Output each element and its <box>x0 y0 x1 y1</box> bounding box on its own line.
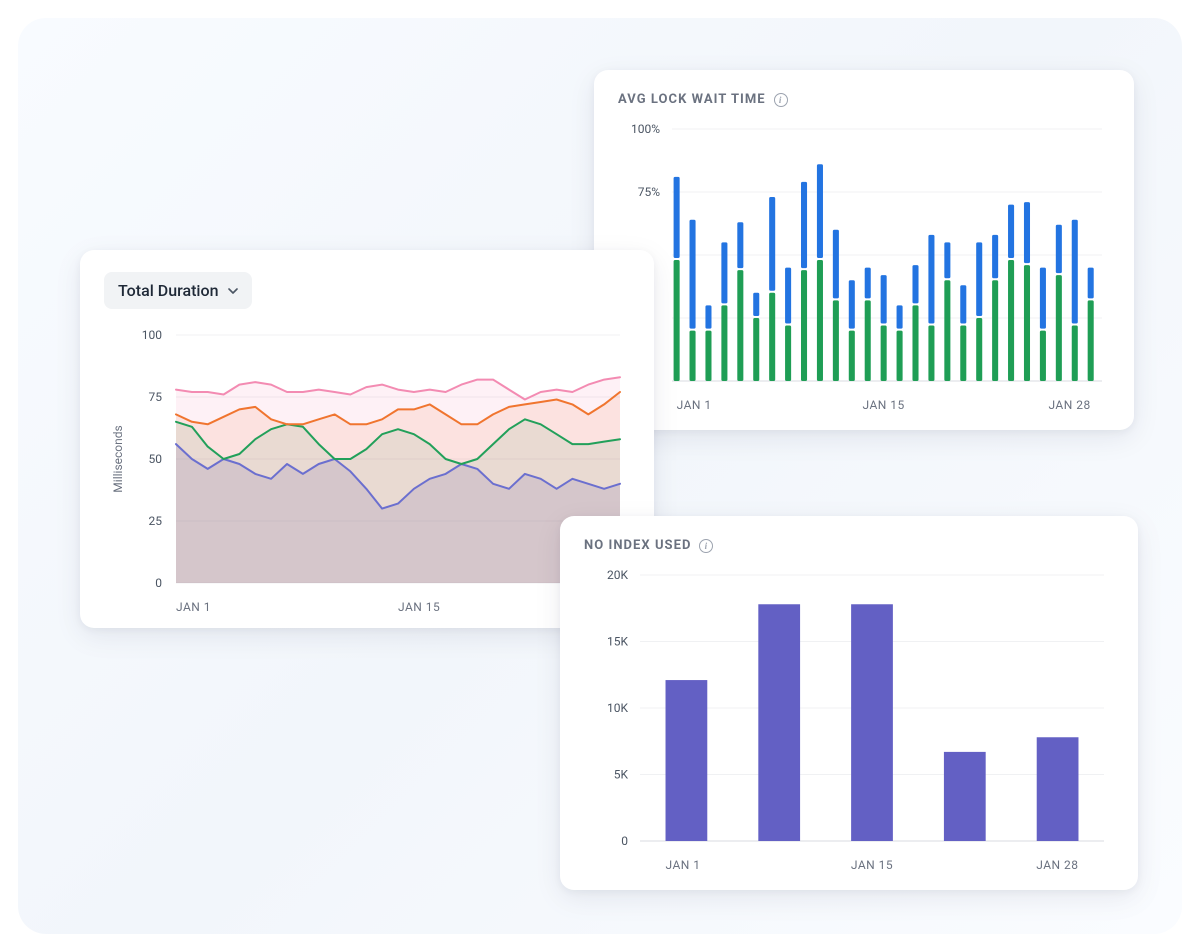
index-card: NO INDEX USED i 0 5K 10K 15K 20K JAN 1 JAN 15 J… <box>560 516 1138 890</box>
svg-text:25: 25 <box>149 514 163 528</box>
svg-text:100: 100 <box>142 328 162 342</box>
svg-text:JAN 28: JAN 28 <box>1036 858 1078 872</box>
info-icon[interactable]: i <box>774 93 788 107</box>
svg-text:JAN 1: JAN 1 <box>677 398 712 412</box>
index-chart: 0 5K 10K 15K 20K JAN 1 JAN 15 JAN 28 <box>584 567 1114 881</box>
lock-wait-title: AVG LOCK WAIT TIME i <box>618 92 1110 107</box>
dashboard-canvas: AVG LOCK WAIT TIME i 75% 100% JAN 1 JAN 15 J… <box>18 18 1182 934</box>
svg-text:50: 50 <box>149 452 163 466</box>
duration-chart: 0 25 50 75 100 Milliseconds JAN 1 JAN 15 <box>104 327 630 625</box>
svg-text:JAN 15: JAN 15 <box>851 858 893 872</box>
svg-text:75%: 75% <box>638 185 660 199</box>
svg-text:JAN 1: JAN 1 <box>666 858 701 872</box>
svg-text:10K: 10K <box>607 701 628 715</box>
svg-text:JAN 15: JAN 15 <box>398 600 440 614</box>
lock-wait-chart: 75% 100% JAN 1 JAN 15 JAN 28 <box>618 121 1110 421</box>
index-title: NO INDEX USED i <box>584 538 1114 553</box>
svg-text:JAN 15: JAN 15 <box>863 398 905 412</box>
chevron-down-icon <box>228 286 238 296</box>
svg-text:100%: 100% <box>631 122 660 136</box>
svg-text:0: 0 <box>621 834 628 848</box>
svg-text:20K: 20K <box>607 568 628 582</box>
svg-text:15K: 15K <box>607 635 628 649</box>
info-icon[interactable]: i <box>699 539 713 553</box>
svg-text:Milliseconds: Milliseconds <box>111 425 125 492</box>
duration-dropdown-label: Total Duration <box>118 281 218 300</box>
lock-wait-title-text: AVG LOCK WAIT TIME <box>618 92 766 107</box>
lock-wait-card: AVG LOCK WAIT TIME i 75% 100% JAN 1 JAN 15 J… <box>594 70 1134 430</box>
index-title-text: NO INDEX USED <box>584 538 691 553</box>
duration-dropdown[interactable]: Total Duration <box>104 272 252 309</box>
svg-text:JAN 28: JAN 28 <box>1048 398 1090 412</box>
svg-text:JAN 1: JAN 1 <box>176 600 211 614</box>
svg-text:0: 0 <box>155 576 162 590</box>
svg-text:75: 75 <box>149 390 163 404</box>
svg-text:5K: 5K <box>614 768 629 782</box>
